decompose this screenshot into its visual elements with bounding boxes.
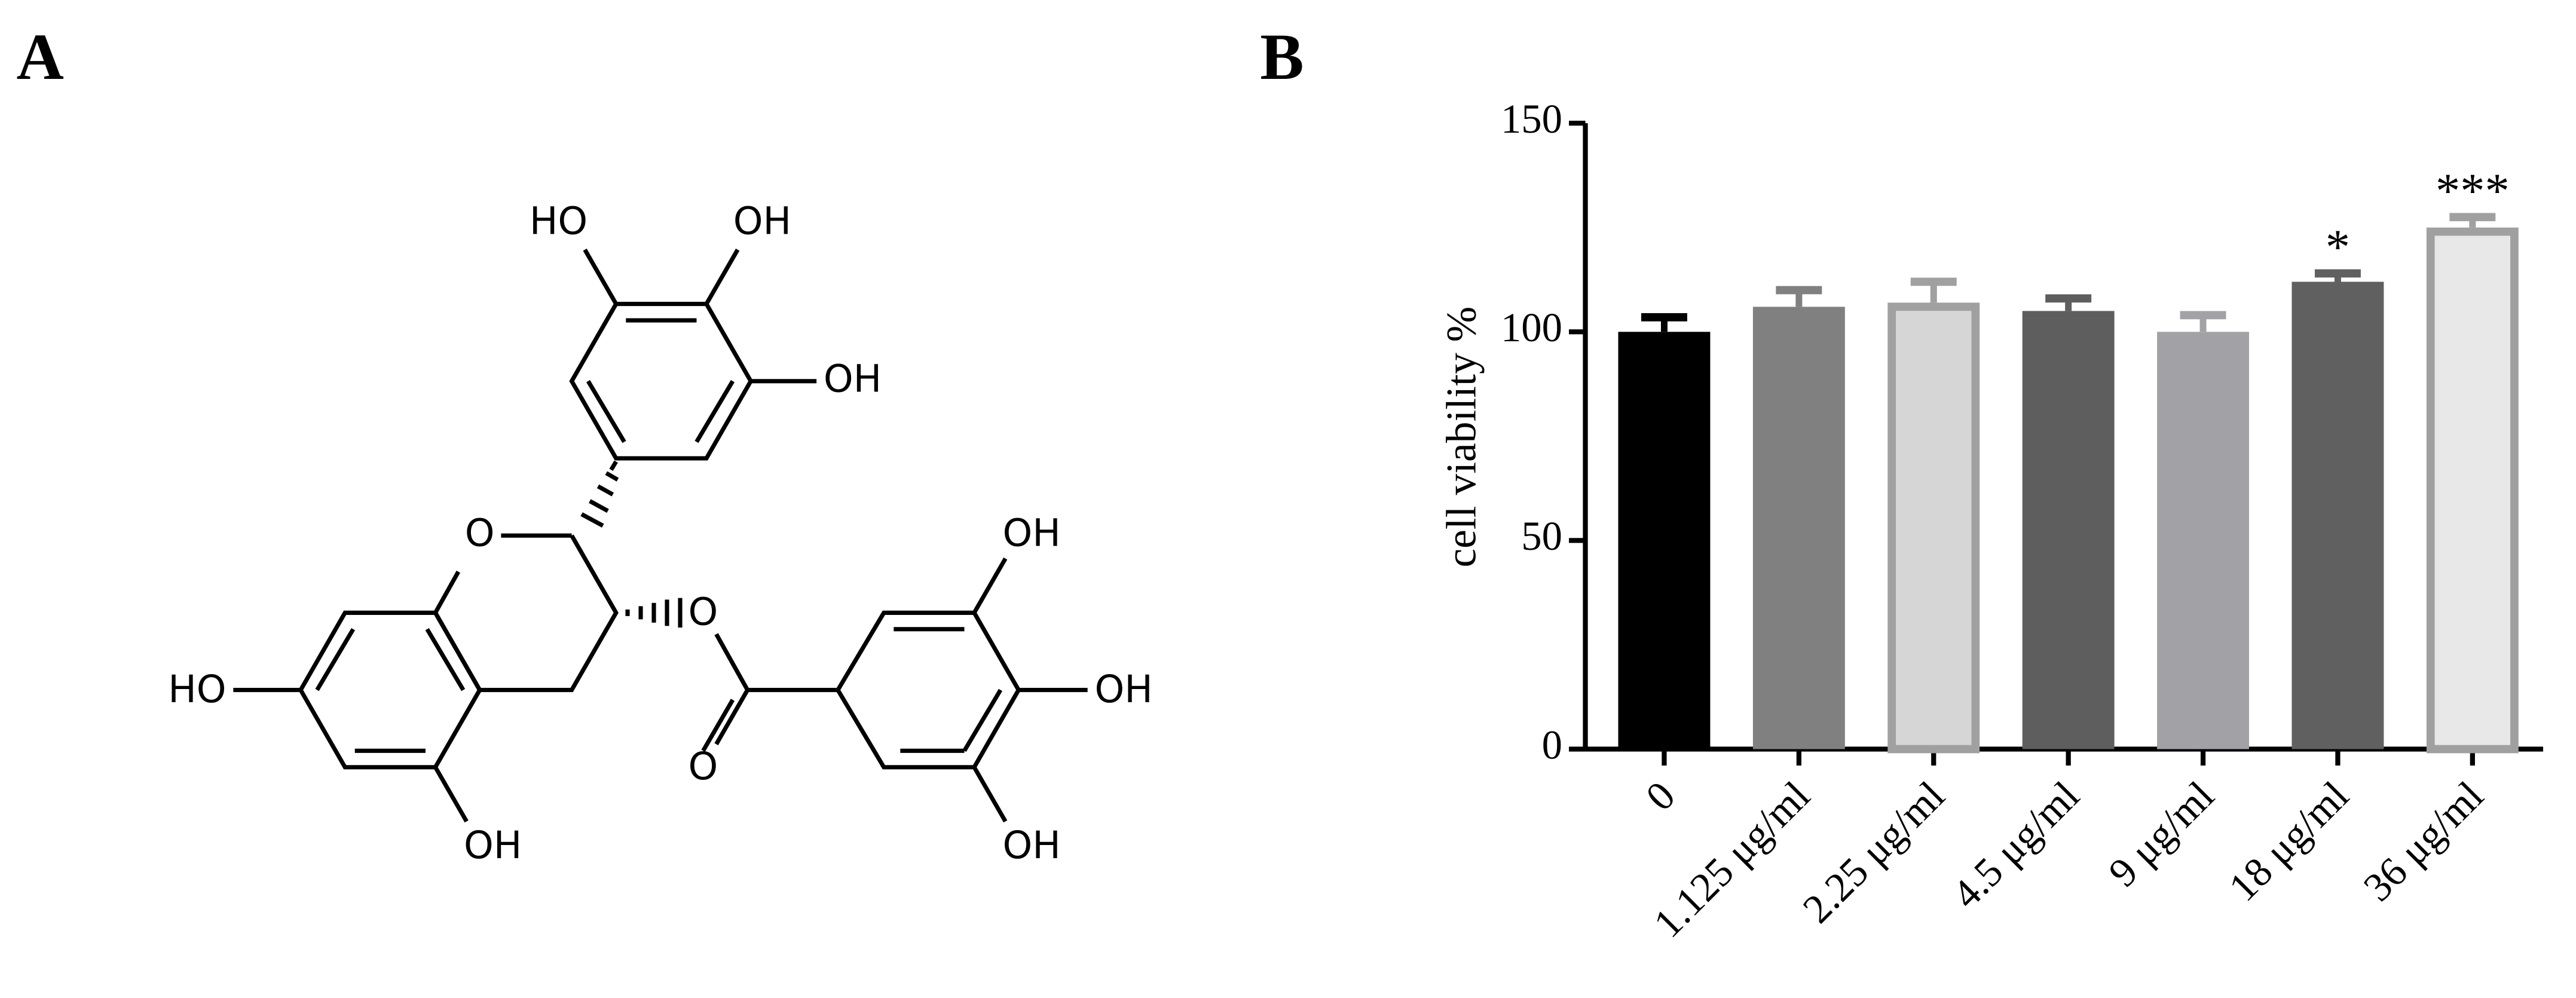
significance-label: *** xyxy=(2436,164,2510,218)
atom-label: HO xyxy=(530,198,588,243)
x-tick-label: 2.25 μg/ml xyxy=(1794,773,1953,932)
atom-label: OH xyxy=(1003,823,1061,867)
atom-label: O xyxy=(689,744,718,788)
bar xyxy=(1752,307,1845,749)
panel-label: A xyxy=(16,20,63,93)
bar xyxy=(2426,227,2519,754)
significance-label: * xyxy=(2326,220,2350,274)
atom-label: OH xyxy=(733,198,791,243)
y-axis-label: cell viability % xyxy=(1437,307,1485,568)
x-tick-label: 0 xyxy=(1637,773,1684,819)
atom-label: OH xyxy=(464,823,522,867)
x-tick-label: 18 μg/ml xyxy=(2220,773,2357,910)
bar xyxy=(2157,332,2250,749)
x-tick-label: 4.5 μg/ml xyxy=(1943,773,2088,917)
atom-label: OH xyxy=(824,356,882,400)
bar xyxy=(1618,332,1711,749)
y-tick-label: 100 xyxy=(1501,305,1562,350)
atom-label: HO xyxy=(168,667,226,711)
x-tick-label: 36 μg/ml xyxy=(2355,773,2492,910)
panel-label: B xyxy=(1260,20,1304,93)
bar xyxy=(2022,311,2115,749)
atom-label: OH xyxy=(1094,667,1152,711)
y-tick-label: 50 xyxy=(1521,513,1562,559)
y-tick-label: 150 xyxy=(1501,96,1562,142)
y-tick-label: 0 xyxy=(1542,722,1562,767)
molecule-bonds xyxy=(233,249,1088,823)
x-tick-label: 9 μg/ml xyxy=(2100,773,2222,895)
bar xyxy=(2292,281,2384,749)
atom-label: O xyxy=(689,590,718,634)
atom-label: O xyxy=(465,511,495,555)
atom-label: OH xyxy=(1003,511,1061,555)
bar xyxy=(1887,302,1980,754)
